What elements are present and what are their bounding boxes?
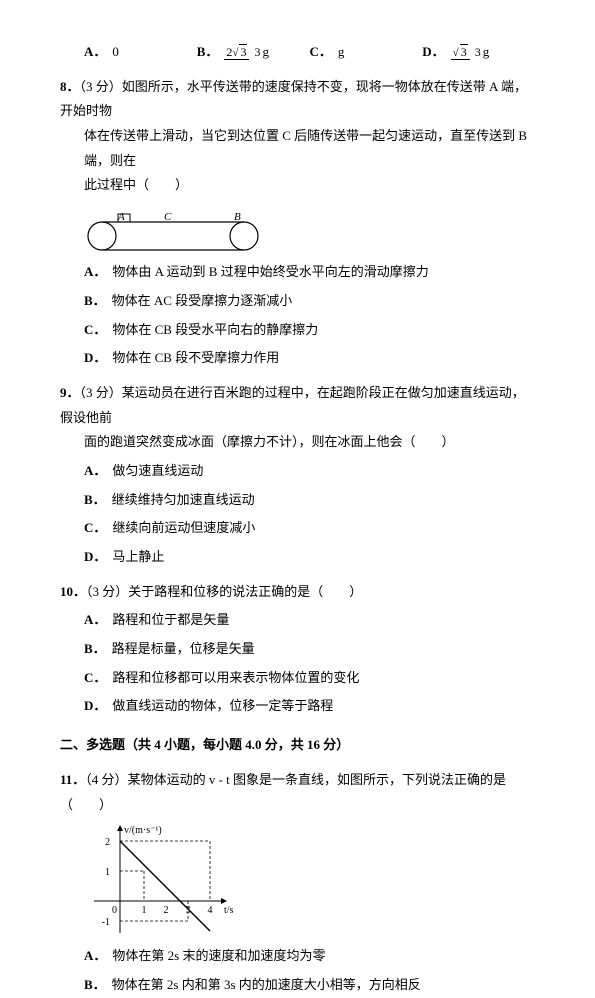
q-stem-line: 体在传送带上滑动，当它到达位置 C 后随传送带一起匀速运动，直至传送到 B 端，… [84,124,535,173]
fraction: √3 3 [451,46,483,59]
opt-text: 做匀速直线运动 [112,463,203,478]
opt-label: C． [84,322,106,337]
opt-label: D． [84,698,106,713]
opt-label: C． [84,520,106,535]
opt-text: 物体在 CB 段不受摩擦力作用 [112,350,279,365]
q-number: 11． [60,772,85,787]
q-stem: 某运动员在进行百米跑的过程中，在起跑阶段正在做匀加速直线运动，假设他前 [60,385,525,425]
q-stem-line: 此过程中（ ） [84,173,535,198]
question-11: 11．（4 分）某物体运动的 v - t 图象是一条直线，如图所示，下列说法正确… [60,768,535,998]
svg-text:v/(m·s⁻¹): v/(m·s⁻¹) [124,825,162,836]
q9-opt-b: B． 继续维持匀加速直线运动 [84,488,535,513]
q-stem: 某物体运动的 v - t 图象是一条直线，如图所示，下列说法正确的是（ ） [60,772,506,812]
question-10: 10．（3 分）关于路程和位移的说法正确的是（ ） A． 路程和位于都是矢量 B．… [60,580,535,719]
question-9: 9．（3 分）某运动员在进行百米跑的过程中，在起跑阶段正在做匀加速直线运动，假设… [60,381,535,570]
svg-text:2: 2 [105,837,110,848]
q7-options: A． 0 B． 2√3 3 g C． g D． √3 3 g [84,40,535,65]
svg-text:C: C [164,211,172,223]
q7-opt-c: C． g [310,40,423,65]
opt-label: A． [84,612,106,627]
svg-text:1: 1 [142,905,147,916]
section-2-header: 二、多选题（共 4 小题，每小题 4.0 分，共 16 分） [60,733,535,758]
q7-opt-a: A． 0 [84,40,197,65]
q9-opt-a: A． 做匀速直线运动 [84,459,535,484]
q11-opt-b: B． 物体在第 2s 内和第 3s 内的加速度大小相等，方向相反 [84,973,535,998]
q9-opt-c: C． 继续向前运动但速度减小 [84,516,535,541]
q9-opt-d: D． 马上静止 [84,545,535,570]
vt-graph-svg: v/(m·s⁻¹) 1 2 -1 1 2 3 4 t/s 0 [84,823,234,938]
q10-opt-d: D． 做直线运动的物体，位移一定等于路程 [84,694,535,719]
opt-value: 0 [112,40,119,65]
question-8: 8．（3 分）如图所示，水平传送带的速度保持不变，现将一物体放在传送带 A 端，… [60,75,535,371]
opt-label: D． [422,40,444,65]
opt-label: C． [310,40,332,65]
q8-opt-d: D． 物体在 CB 段不受摩擦力作用 [84,346,535,371]
opt-text: 物体由 A 运动到 B 过程中始终受水平向左的滑动摩擦力 [112,264,428,279]
opt-text: 马上静止 [112,549,164,564]
opt-text: 继续维持匀加速直线运动 [112,492,255,507]
q-stem: 如图所示，水平传送带的速度保持不变，现将一物体放在传送带 A 端，开始时物 [60,79,527,119]
q8-opt-b: B． 物体在 AC 段受摩擦力逐渐减小 [84,289,535,314]
svg-text:0: 0 [112,905,117,916]
opt-label: A． [84,264,106,279]
opt-text: 继续向前运动但速度减小 [112,520,255,535]
q7-opt-b: B． 2√3 3 g [197,40,310,65]
q-points: （3 分） [80,79,122,94]
conveyor-figure: ACB [84,204,535,254]
svg-text:t/s: t/s [224,905,234,916]
fraction: 2√3 3 [224,46,262,59]
opt-label: B． [84,641,106,656]
q-points: （3 分） [80,385,122,400]
opt-label: B． [84,977,106,992]
opt-text: 物体在第 2s 内和第 3s 内的加速度大小相等，方向相反 [112,977,421,992]
svg-text:B: B [234,211,241,223]
conveyor-svg: ACB [84,204,264,254]
opt-label: B． [84,293,106,308]
q-stem-line: 面的跑道突然变成冰面（摩擦力不计），则在冰面上他会（ ） [84,430,535,455]
opt-text: 物体在 AC 段受摩擦力逐渐减小 [112,293,293,308]
opt-label: B． [197,40,219,65]
q-points: （3 分） [86,584,128,599]
svg-text:A: A [117,211,125,223]
suffix: g [483,40,490,65]
opt-label: B． [84,492,106,507]
q10-opt-b: B． 路程是标量，位移是矢量 [84,637,535,662]
q-number: 8． [60,79,80,94]
q10-opt-a: A． 路程和位于都是矢量 [84,608,535,633]
q-points: （4 分） [85,772,127,787]
opt-text: 路程是标量，位移是矢量 [112,641,255,656]
svg-text:3: 3 [186,905,191,916]
opt-label: D． [84,549,106,564]
opt-label: A． [84,948,106,963]
svg-text:2: 2 [164,905,169,916]
opt-text: 路程和位移都可以用来表示物体位置的变化 [112,670,359,685]
q11-opt-a: A． 物体在第 2s 末的速度和加速度均为零 [84,944,535,969]
opt-text: 物体在 CB 段受水平向右的静摩擦力 [112,322,318,337]
q7-opt-d: D． √3 3 g [422,40,535,65]
svg-text:1: 1 [105,867,110,878]
opt-label: A． [84,463,106,478]
opt-label: D． [84,350,106,365]
svg-text:-1: -1 [102,917,110,928]
opt-value: g [338,40,345,65]
q8-opt-c: C． 物体在 CB 段受水平向右的静摩擦力 [84,318,535,343]
q-stem: 关于路程和位移的说法正确的是（ ） [128,584,362,599]
q8-opt-a: A． 物体由 A 运动到 B 过程中始终受水平向左的滑动摩擦力 [84,260,535,285]
q10-opt-c: C． 路程和位移都可以用来表示物体位置的变化 [84,666,535,691]
opt-text: 物体在第 2s 末的速度和加速度均为零 [112,948,325,963]
opt-label: C． [84,670,106,685]
opt-text: 做直线运动的物体，位移一定等于路程 [112,698,333,713]
q-number: 9． [60,385,80,400]
suffix: g [262,40,269,65]
opt-text: 路程和位于都是矢量 [112,612,229,627]
opt-label: A． [84,40,106,65]
q-number: 10． [60,584,86,599]
svg-text:4: 4 [208,905,213,916]
vt-graph-figure: v/(m·s⁻¹) 1 2 -1 1 2 3 4 t/s 0 [84,823,535,938]
